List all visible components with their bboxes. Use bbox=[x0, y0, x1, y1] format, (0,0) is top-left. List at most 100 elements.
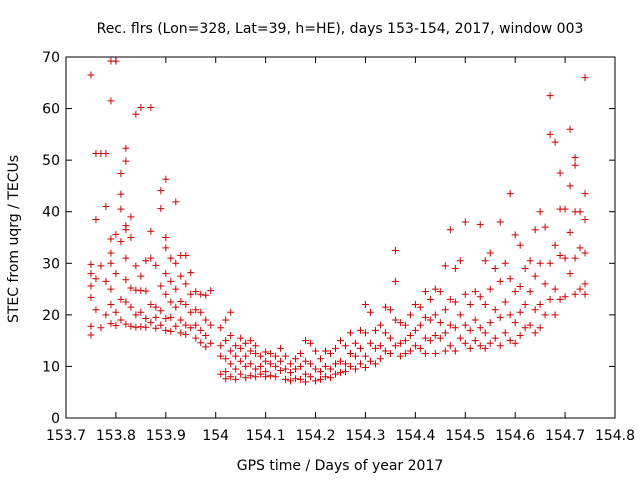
data-point bbox=[466, 344, 474, 352]
data-point bbox=[107, 259, 115, 267]
data-point bbox=[277, 367, 285, 375]
data-point bbox=[137, 272, 145, 280]
data-point bbox=[227, 308, 235, 316]
data-point bbox=[521, 324, 529, 332]
data-point bbox=[172, 259, 180, 267]
data-point bbox=[107, 249, 115, 257]
data-point bbox=[167, 277, 175, 285]
data-point bbox=[361, 329, 369, 337]
data-point bbox=[292, 365, 300, 373]
data-point bbox=[351, 365, 359, 373]
data-point bbox=[262, 357, 270, 365]
data-point bbox=[491, 306, 499, 314]
data-point bbox=[511, 231, 519, 239]
y-tick-label: 70 bbox=[42, 50, 60, 66]
data-point bbox=[506, 337, 514, 345]
data-point bbox=[531, 226, 539, 234]
data-point bbox=[456, 257, 464, 265]
data-point bbox=[561, 293, 569, 301]
data-point bbox=[506, 275, 514, 283]
data-point bbox=[87, 270, 95, 278]
data-point bbox=[267, 372, 275, 380]
data-point bbox=[97, 262, 105, 270]
data-point bbox=[132, 262, 140, 270]
data-point bbox=[541, 280, 549, 288]
data-point bbox=[242, 339, 250, 347]
data-point bbox=[332, 370, 340, 378]
data-point bbox=[337, 369, 344, 377]
data-point bbox=[227, 331, 235, 339]
data-point bbox=[252, 350, 260, 358]
data-point bbox=[177, 297, 185, 305]
data-point bbox=[122, 157, 130, 165]
data-point bbox=[566, 125, 574, 133]
data-point bbox=[356, 344, 364, 352]
data-point bbox=[536, 259, 544, 267]
data-point bbox=[436, 319, 444, 327]
data-point bbox=[386, 334, 394, 342]
data-point bbox=[162, 326, 170, 334]
data-point bbox=[327, 365, 335, 373]
data-point bbox=[391, 277, 399, 285]
data-point bbox=[137, 323, 145, 331]
data-point bbox=[112, 308, 120, 316]
data-point bbox=[187, 308, 195, 316]
data-point bbox=[501, 259, 509, 267]
data-point bbox=[92, 275, 100, 283]
data-point bbox=[252, 342, 260, 350]
plot-frame bbox=[65, 56, 616, 419]
data-point bbox=[416, 344, 424, 352]
data-point bbox=[531, 306, 539, 314]
y-tick-label: 20 bbox=[42, 308, 60, 324]
data-point bbox=[496, 277, 504, 285]
data-point bbox=[346, 350, 354, 358]
data-point bbox=[87, 282, 95, 290]
data-point bbox=[117, 238, 125, 246]
data-point bbox=[346, 362, 354, 370]
data-point bbox=[476, 293, 484, 301]
data-point bbox=[481, 301, 489, 309]
data-point bbox=[531, 272, 539, 280]
data-point bbox=[526, 257, 534, 265]
data-point bbox=[287, 360, 295, 368]
data-point bbox=[192, 321, 200, 329]
data-point bbox=[401, 337, 409, 345]
y-tick-label: 40 bbox=[42, 205, 60, 221]
data-point bbox=[486, 319, 494, 327]
data-point bbox=[481, 257, 489, 265]
data-point bbox=[107, 285, 115, 293]
data-point bbox=[481, 329, 489, 337]
data-point bbox=[396, 319, 404, 327]
data-point bbox=[481, 344, 489, 352]
data-point bbox=[371, 360, 379, 368]
data-point bbox=[312, 347, 320, 355]
data-point bbox=[546, 295, 554, 303]
data-point bbox=[471, 316, 479, 324]
data-point bbox=[267, 350, 275, 358]
y-tick-label: 30 bbox=[42, 256, 60, 272]
data-point bbox=[107, 301, 115, 309]
data-point bbox=[506, 311, 514, 319]
data-point bbox=[381, 329, 389, 337]
x-axis-label: GPS time / Days of year 2017 bbox=[237, 458, 444, 474]
data-point bbox=[227, 360, 235, 368]
data-point bbox=[247, 337, 255, 345]
data-point bbox=[581, 280, 589, 288]
data-point bbox=[197, 326, 205, 334]
data-point bbox=[456, 311, 464, 319]
data-point bbox=[371, 326, 379, 334]
data-point bbox=[157, 205, 165, 213]
data-point bbox=[466, 326, 474, 334]
data-point bbox=[207, 287, 215, 295]
data-point bbox=[222, 375, 230, 383]
data-point bbox=[92, 215, 100, 223]
data-point bbox=[222, 316, 230, 324]
data-point bbox=[182, 330, 190, 338]
data-point bbox=[132, 323, 140, 331]
data-point bbox=[87, 331, 95, 339]
data-point bbox=[227, 347, 235, 355]
data-point bbox=[272, 373, 280, 381]
data-point bbox=[421, 288, 429, 296]
data-point bbox=[152, 303, 160, 311]
